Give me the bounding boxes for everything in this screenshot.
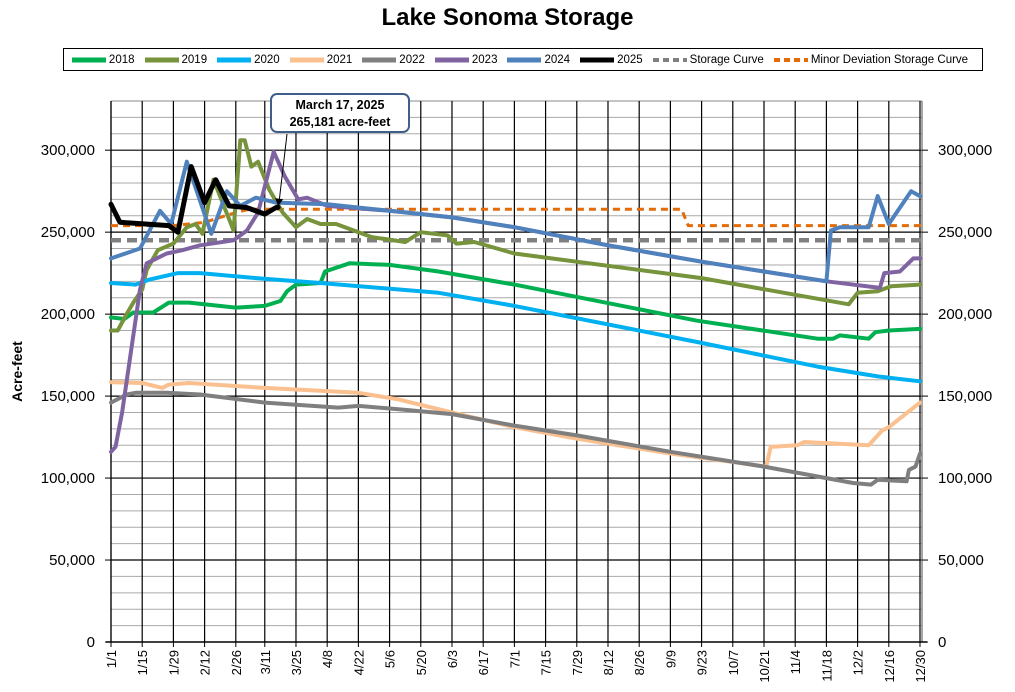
axes: 1/1 1/15 1/29 2/12 2/26 3/11 3/25 4/8 4/22 5/6 5/2…: [9, 101, 992, 683]
x-tick-label: 7/1: [507, 650, 522, 668]
legend-item: 2020: [215, 54, 280, 66]
annotation-arrow-head: [275, 198, 284, 207]
annotation-callout: March 17, 2025 265,181 acre-feet: [270, 93, 410, 133]
legend-label: Minor Deviation Storage Curve: [810, 53, 969, 66]
series-lines: [108, 138, 923, 487]
legend-label: 2021: [326, 53, 353, 66]
x-tick-label: 5/20: [414, 650, 429, 675]
x-tick-label: 12/30: [913, 650, 928, 683]
y-tick-label-left: 300,000: [41, 142, 95, 159]
x-tick-label: 1/29: [166, 650, 181, 675]
grid: [110, 100, 922, 642]
legend-swatch: [434, 57, 469, 62]
x-tick-label: 4/8: [320, 650, 335, 668]
legend-item: Storage Curve: [651, 54, 764, 66]
legend-label: 2020: [254, 53, 280, 66]
x-tick-label: 12/2: [851, 650, 866, 675]
legend-swatch: [773, 57, 808, 62]
y-tick-label-right: 100,000: [938, 470, 992, 487]
x-tick-label: 5/6: [383, 650, 398, 668]
x-tick-label: 3/11: [258, 650, 273, 674]
y-tick-label-right: 50,000: [938, 552, 984, 569]
legend-label: 2023: [471, 53, 498, 66]
y-tick-label-right: 300,000: [938, 142, 992, 159]
series-line-2019: [109, 138, 922, 333]
x-tick-label: 11/4: [788, 650, 803, 674]
x-tick-label: 3/25: [289, 650, 304, 675]
legend-item: 2021: [288, 53, 353, 66]
legend-label: 2024: [544, 53, 571, 66]
legend-label: Storage Curve: [689, 53, 764, 66]
y-tick-label-left: 100,000: [41, 470, 95, 487]
series-line-2021: [109, 380, 922, 469]
legend-swatch: [144, 57, 179, 62]
x-tick-label: 10/21: [757, 650, 772, 683]
y-tick-label-right: 200,000: [938, 306, 992, 323]
x-tick-label: 10/7: [726, 650, 741, 675]
x-tick-label: 2/26: [229, 650, 244, 675]
legend-label: 2025: [617, 53, 643, 66]
x-tick-label: 7/29: [570, 650, 585, 675]
y-tick-label-left: 200,000: [41, 306, 95, 323]
legend-item: Minor Deviation Storage Curve: [772, 54, 968, 66]
legend-swatch: [580, 57, 615, 62]
y-tick-label-right: 150,000: [938, 388, 992, 405]
series-line-2020: [109, 271, 922, 384]
x-tick-label: 1/15: [135, 650, 150, 675]
x-tick-label: 1/1: [104, 650, 119, 668]
annotation-value: 265,181 acre-feet: [289, 115, 391, 129]
series-line-2018: [109, 261, 922, 341]
legend-swatch: [362, 57, 397, 62]
x-tick-label: 8/12: [601, 650, 616, 675]
y-tick-label-left: 50,000: [49, 552, 95, 569]
x-tick-label: 4/22: [351, 650, 366, 675]
series-line-2023: [109, 149, 922, 454]
legend-swatch: [652, 57, 687, 62]
x-tick-label: 6/3: [445, 650, 460, 668]
x-tick-label: 9/9: [663, 650, 678, 668]
legend-label: 2018: [108, 53, 135, 66]
x-tick-label: 7/15: [539, 650, 554, 675]
y-tick-label-right: 250,000: [938, 224, 992, 241]
legend-item: 2022: [360, 54, 425, 66]
x-tick-label: 8/26: [632, 650, 647, 675]
legend-swatch: [507, 57, 542, 62]
legend-item: 2023: [433, 53, 498, 66]
legend-swatch: [217, 57, 252, 62]
annotation-date: March 17, 2025: [295, 98, 385, 112]
legend: 2018 2019 2020 2021 2022 2023 2024 2025 Storage …: [63, 48, 983, 71]
annotation-arrow-line: [278, 133, 288, 202]
x-tick-label: 12/16: [882, 650, 897, 683]
series-line-2022: [109, 390, 922, 487]
y-tick-label-left: 150,000: [41, 388, 95, 405]
legend-item: 2019: [143, 53, 208, 66]
annotation-arrow: [275, 133, 288, 207]
y-axis-label: Acre-feet: [9, 341, 25, 402]
y-tick-label-left: 250,000: [41, 224, 95, 241]
legend-item: 2018: [70, 54, 135, 66]
legend-item: 2024: [505, 54, 570, 66]
legend-swatch: [289, 57, 324, 62]
x-tick-label: 2/12: [198, 650, 213, 675]
y-tick-label-left: 0: [87, 634, 95, 651]
y-tick-label-right: 0: [938, 634, 946, 651]
legend-swatch: [71, 57, 106, 62]
legend-item: 2025: [578, 54, 643, 66]
x-tick-label: 9/23: [695, 650, 710, 675]
series-line-2025: [108, 164, 281, 235]
x-tick-label: 11/18: [819, 650, 834, 682]
legend-label: 2019: [181, 53, 208, 66]
series-line-minor-deviation-storage-curve: [111, 207, 923, 228]
x-tick-label: 6/17: [476, 650, 491, 675]
chart-title: Lake Sonoma Storage: [381, 4, 634, 31]
legend-label: 2022: [399, 53, 425, 66]
